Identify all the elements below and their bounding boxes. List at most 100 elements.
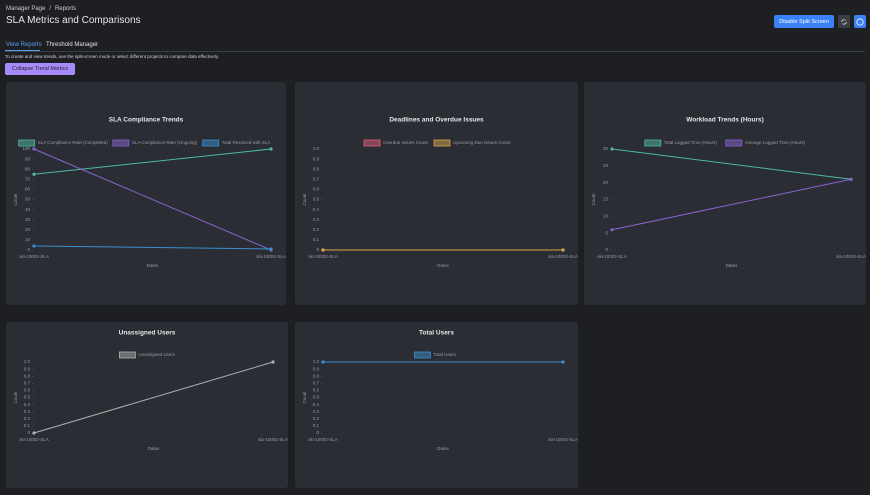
x-axis-label: Dates (726, 263, 739, 268)
breadcrumb-link[interactable]: Manager Page (6, 6, 46, 12)
x-tick-label: sla-10002-SLA (256, 254, 286, 259)
tab[interactable]: Threshold Manager (46, 42, 99, 48)
chart-title: SLA Compliance Trends (109, 117, 184, 124)
data-point (561, 360, 565, 364)
x-tick-label: sla-10002-SLA (836, 254, 866, 259)
y-tick-label: 30 (25, 217, 31, 222)
y-tick-label: 0 (605, 247, 608, 252)
y-tick-label: 10 (25, 237, 31, 242)
chart-title: Unassigned Users (119, 330, 176, 337)
y-tick-label: 30 (603, 146, 609, 151)
chart-panel: SLA Compliance Trends SLA Compliance Rate… (6, 82, 286, 305)
legend-label: Total Users (433, 352, 456, 357)
series-line (611, 178, 852, 231)
y-tick-label: 20 (25, 227, 31, 232)
refresh-button[interactable] (838, 15, 850, 28)
y-tick-label: 0.9 (313, 366, 320, 371)
y-tick-label: 0.5 (313, 197, 320, 202)
data-point (321, 248, 325, 252)
legend-label: SLA Compliance Rate (Ongoing) (132, 140, 198, 145)
y-tick-label: 80 (25, 166, 31, 171)
y-tick-label: 100 (22, 146, 30, 151)
y-tick-label: 70 (25, 176, 31, 181)
y-axis-label: Count (302, 391, 307, 404)
data-point (271, 360, 275, 364)
series-line (33, 148, 272, 251)
x-axis-label: Dates (437, 446, 450, 451)
split-button[interactable]: Disable Split Screen (774, 15, 834, 28)
y-tick-label: 0.1 (313, 423, 320, 428)
y-axis-label: Count (591, 193, 596, 206)
x-axis-label: Dates (148, 446, 161, 451)
chart-title: Total Users (419, 330, 454, 337)
legend-swatch (119, 351, 136, 359)
collapse-button[interactable]: Collapse Trend Metrics (5, 63, 75, 75)
legend-label: Total Resolved with SLA (222, 140, 271, 145)
y-tick-label: 0.5 (313, 395, 320, 400)
data-point (32, 244, 36, 248)
legend-swatch (433, 139, 451, 147)
y-tick-label: 25 (603, 163, 609, 168)
help-button[interactable] (854, 15, 866, 28)
chart-title: Workload Trends (Hours) (686, 117, 764, 124)
chart: Total Users Total Users 0 0.1 0.2 0.3 0.4 0.5 0.… (302, 330, 578, 451)
x-tick-label: ski-10002-SLA (308, 437, 338, 442)
data-point (269, 247, 273, 251)
x-axis-label: Dates (147, 263, 160, 268)
tab-active[interactable]: View Reports (6, 42, 42, 48)
legend-label: Average Logged Time (Hours) (745, 140, 806, 145)
y-tick-label: 90 (25, 156, 31, 161)
chart-panel: Workload Trends (Hours) Total Logged Time… (584, 82, 866, 305)
legend-swatch (202, 139, 220, 147)
series-line (33, 148, 272, 175)
y-tick-label: 0 (316, 430, 319, 435)
y-tick-label: 0.6 (313, 388, 320, 393)
chart: Deadlines and Overdue Issues Overdue Issu… (302, 117, 578, 268)
y-tick-label: 0.5 (24, 395, 31, 400)
y-tick-label: 1.0 (313, 146, 320, 151)
y-axis-label: Count (302, 193, 307, 206)
y-tick-label: 0.3 (313, 217, 320, 222)
y-axis-label: Count (13, 391, 18, 404)
y-tick-label: 1.0 (24, 359, 31, 364)
y-tick-label: 20 (603, 180, 609, 185)
y-tick-label: 0.4 (313, 207, 320, 212)
y-tick-label: 0.2 (313, 416, 320, 421)
x-tick-label: ski-10002-SLA (19, 437, 49, 442)
legend-swatch (363, 139, 381, 147)
legend-swatch (644, 139, 662, 147)
series-line (33, 361, 274, 434)
data-point (269, 147, 273, 151)
series-line (33, 245, 272, 250)
y-tick-label: 0.3 (313, 409, 320, 414)
y-tick-label: 0.8 (313, 166, 320, 171)
y-tick-label: 0.7 (313, 176, 320, 181)
y-tick-label: 0.1 (24, 423, 31, 428)
description: To create and view trends, use the split… (5, 54, 219, 59)
y-tick-label: 0.8 (313, 373, 320, 378)
chart-panel: Deadlines and Overdue Issues Overdue Issu… (295, 82, 578, 305)
divider (5, 51, 865, 52)
legend-label: SLA Compliance Rate (Completed) (38, 140, 109, 145)
breadcrumb-current: Reports (55, 6, 77, 12)
y-tick-label: 0.7 (313, 380, 320, 385)
x-axis-label: Dates (437, 263, 450, 268)
data-point (32, 147, 36, 151)
y-tick-label: 0.9 (24, 366, 31, 371)
legend-label: Unassigned Users (138, 352, 176, 357)
data-point (32, 431, 36, 435)
legend-swatch (725, 139, 743, 147)
y-tick-label: 0.9 (313, 156, 320, 161)
chart-title: Deadlines and Overdue Issues (389, 117, 484, 124)
legend-label: Total Logged Time (Hours) (664, 140, 718, 145)
x-tick-label: sla-10002-SLA (548, 254, 578, 259)
y-tick-label: 60 (25, 187, 31, 192)
legend-swatch (18, 139, 36, 147)
y-tick-label: 50 (25, 197, 31, 202)
legend-swatch (414, 351, 431, 359)
y-tick-label: 0 (316, 247, 319, 252)
y-tick-label: 0.4 (313, 402, 320, 407)
data-point (610, 147, 614, 151)
page-title: SLA Metrics and Comparisons (6, 15, 141, 26)
x-tick-label: ski-10002-SLA (597, 254, 627, 259)
